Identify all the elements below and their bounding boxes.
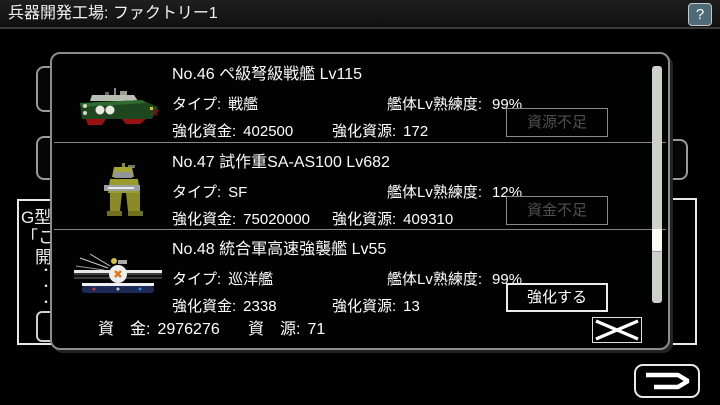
close-button[interactable] (592, 317, 642, 343)
close-icon (595, 319, 639, 341)
player-resources: 資 源: 71 (248, 321, 326, 338)
unit-enhance-resources: 強化資源: 409310 (332, 211, 454, 228)
back-button[interactable] (634, 364, 700, 398)
scrollbar-thumb[interactable] (652, 229, 662, 251)
unit-row: No.47 試作重SA-AS100 Lv682 タイプ: SF 艦体Lv熟練度: 1… (54, 143, 666, 229)
player-funds: 資 金: 2976276 (98, 321, 220, 338)
unit-enhance-funds: 強化資金: 2338 (172, 298, 277, 315)
background-dialog-bullet: ・ (40, 263, 53, 277)
background-dialog-bullet: ・ (40, 279, 53, 293)
help-button[interactable]: ? (688, 3, 712, 26)
unit-mastery: 艦体Lv熟練度: 99% (387, 271, 523, 288)
back-icon (646, 372, 690, 390)
page-title: 兵器開発工場: ファクトリー1 (8, 5, 218, 22)
title-bar: 兵器開発工場: ファクトリー1 ? (0, 0, 720, 29)
unit-title: No.46 ペ級弩級戦艦 Lv115 (172, 66, 362, 83)
enhance-button-disabled: 資金不足 (506, 196, 608, 225)
unit-enhancement-modal: No.46 ペ級弩級戦艦 Lv115 タイプ: 戦艦 艦体Lv熟練度: 99% 強化… (50, 52, 670, 350)
scrollbar-track[interactable] (652, 66, 662, 303)
unit-type: タイプ: SF (172, 184, 248, 201)
unit-type: タイプ: 巡洋艦 (172, 271, 274, 288)
enhance-button[interactable]: 強化する (506, 283, 608, 312)
unit-row: No.46 ペ級弩級戦艦 Lv115 タイプ: 戦艦 艦体Lv熟練度: 99% 強化… (54, 55, 666, 141)
cruiser-icon (74, 253, 162, 293)
background-dialog-text: 開 (35, 248, 52, 267)
unit-type: タイプ: 戦艦 (172, 96, 259, 113)
unit-mastery: 艦体Lv熟練度: 99% (387, 96, 523, 113)
mech-icon (104, 163, 143, 216)
enhance-button-disabled: 資源不足 (506, 108, 608, 137)
unit-enhance-resources: 強化資源: 13 (332, 298, 420, 315)
unit-mastery: 艦体Lv熟練度: 12% (387, 184, 523, 201)
unit-enhance-funds: 強化資金: 402500 (172, 123, 294, 140)
battleship-icon (80, 88, 159, 125)
unit-enhance-resources: 強化資源: 172 (332, 123, 429, 140)
unit-enhance-funds: 強化資金: 75020000 (172, 211, 310, 228)
unit-title: No.47 試作重SA-AS100 Lv682 (172, 154, 390, 171)
unit-title: No.48 統合軍高速強襲艦 Lv55 (172, 241, 387, 258)
background-dialog-bullet: ・ (40, 295, 53, 309)
background-dialog-text: G型 (21, 208, 52, 227)
modal-footer: 資 金: 2976276 資 源: 71 (54, 314, 666, 346)
background-dialog-text: 「こ (21, 228, 55, 247)
row-divider (54, 229, 666, 230)
row-divider (54, 142, 666, 143)
unit-row: No.48 統合軍高速強襲艦 Lv55 タイプ: 巡洋艦 艦体Lv熟練度: 99% … (54, 230, 666, 316)
